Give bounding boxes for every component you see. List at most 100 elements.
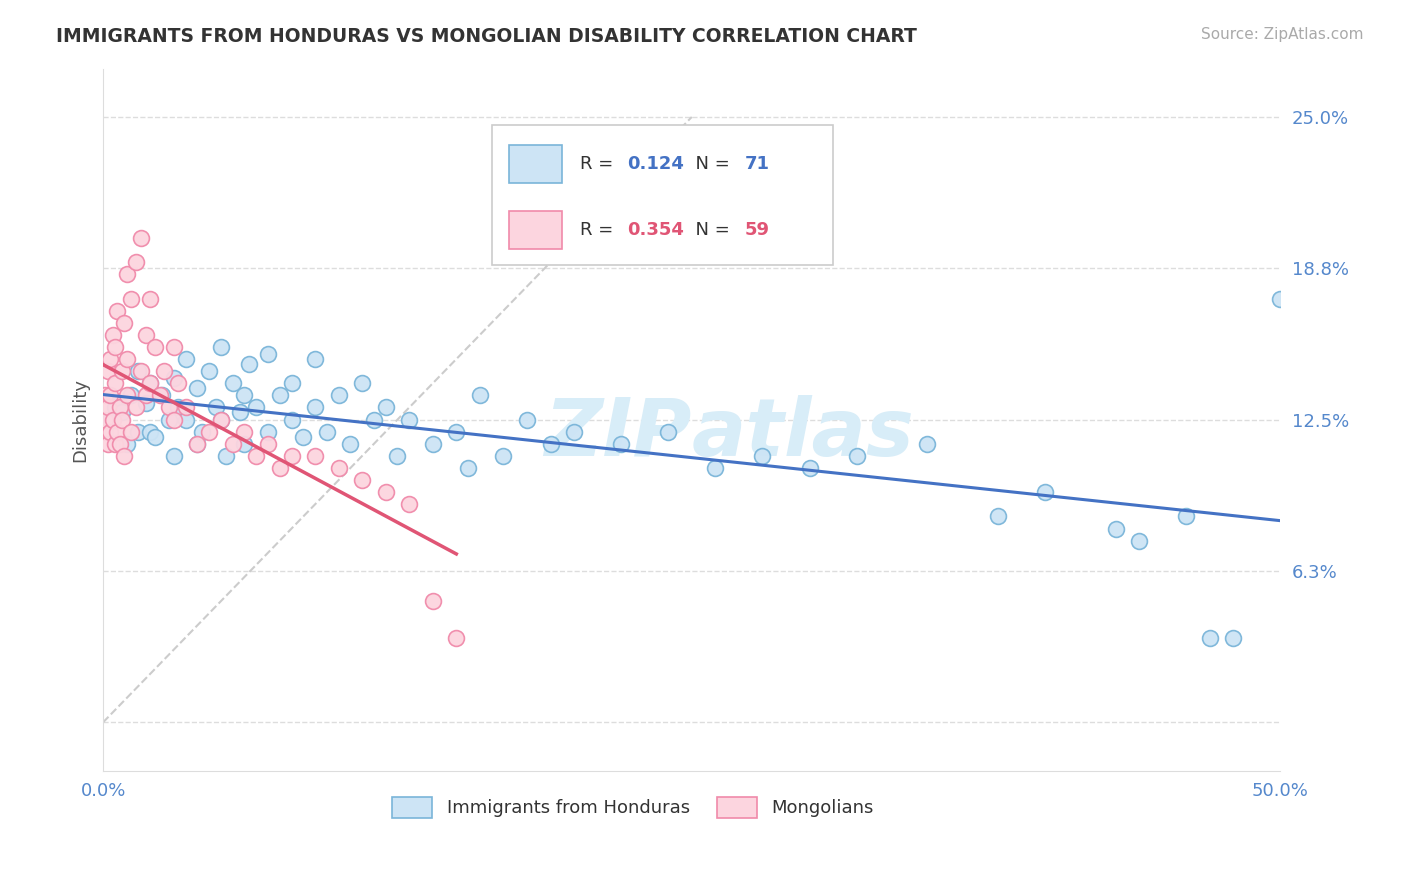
Point <box>98 352 121 367</box>
Point <box>468 388 491 402</box>
Point <box>150 388 173 402</box>
Point <box>98 412 121 426</box>
Text: R =: R = <box>579 155 619 173</box>
Point <box>352 473 374 487</box>
Point <box>221 437 243 451</box>
Point <box>94 412 117 426</box>
Text: IMMIGRANTS FROM HONDURAS VS MONGOLIAN DISABILITY CORRELATION CHART: IMMIGRANTS FROM HONDURAS VS MONGOLIAN DI… <box>56 27 917 45</box>
Point <box>134 395 156 409</box>
Point <box>257 425 280 439</box>
Point <box>98 388 121 402</box>
Legend: Immigrants from Honduras, Mongolians: Immigrants from Honduras, Mongolians <box>385 789 880 825</box>
Point <box>104 401 127 415</box>
Point <box>516 412 538 426</box>
Point <box>540 437 562 451</box>
Point <box>610 437 633 451</box>
Point <box>328 388 350 402</box>
Point <box>167 401 190 415</box>
Point <box>315 425 337 439</box>
Point <box>205 401 228 415</box>
Point <box>457 461 479 475</box>
Point <box>374 401 396 415</box>
Point <box>134 388 156 402</box>
Point <box>174 412 197 426</box>
Point <box>352 376 374 391</box>
Text: 71: 71 <box>745 155 769 173</box>
Bar <box>509 211 562 250</box>
Point <box>269 388 291 402</box>
Point <box>115 437 138 451</box>
Text: ZIP: ZIP <box>544 394 692 473</box>
Point <box>98 425 121 439</box>
Point <box>233 388 256 402</box>
Point <box>127 425 149 439</box>
Point <box>280 376 302 391</box>
Point <box>304 401 326 415</box>
Point <box>139 425 162 439</box>
Point <box>111 405 134 419</box>
Point <box>917 437 939 451</box>
Point <box>125 255 148 269</box>
Point <box>446 425 468 439</box>
Point <box>209 340 232 354</box>
Point <box>245 449 267 463</box>
Point <box>115 388 138 402</box>
Point <box>562 425 585 439</box>
Text: atlas: atlas <box>692 394 914 473</box>
Text: 0.124: 0.124 <box>627 155 683 173</box>
Point <box>198 425 221 439</box>
Point <box>115 268 138 282</box>
Point <box>112 449 135 463</box>
Point <box>186 381 208 395</box>
Point <box>198 364 221 378</box>
Point <box>139 292 162 306</box>
Point <box>328 461 350 475</box>
Point <box>125 401 148 415</box>
Point <box>108 437 131 451</box>
Y-axis label: Disability: Disability <box>72 377 89 461</box>
Point <box>1198 631 1220 645</box>
Point <box>120 292 142 306</box>
Point <box>97 437 120 451</box>
Point <box>704 461 727 475</box>
Point <box>149 388 172 402</box>
Point <box>751 449 773 463</box>
Point <box>257 347 280 361</box>
Point <box>209 412 232 426</box>
Point <box>657 425 679 439</box>
Point <box>1033 485 1056 500</box>
Point <box>134 327 156 342</box>
Point <box>127 364 149 378</box>
Point <box>108 401 131 415</box>
Bar <box>509 145 562 184</box>
Point <box>186 437 208 451</box>
Point <box>398 497 420 511</box>
Point <box>94 388 117 402</box>
Point <box>115 352 138 367</box>
Point <box>120 388 142 402</box>
Point <box>167 376 190 391</box>
Point <box>398 412 420 426</box>
Point <box>104 340 127 354</box>
Point <box>304 449 326 463</box>
Text: N =: N = <box>683 221 735 239</box>
Point <box>363 412 385 426</box>
Point <box>1104 522 1126 536</box>
Point <box>233 425 256 439</box>
Point <box>174 352 197 367</box>
Point <box>104 437 127 451</box>
Point <box>492 449 515 463</box>
Point <box>101 327 124 342</box>
Point <box>1222 631 1244 645</box>
Point <box>233 437 256 451</box>
Point <box>97 364 120 378</box>
Point <box>228 405 250 419</box>
Point <box>209 412 232 426</box>
Point <box>799 461 821 475</box>
Point <box>1175 509 1198 524</box>
Point <box>163 449 186 463</box>
Point <box>269 461 291 475</box>
Point <box>304 352 326 367</box>
Point <box>101 412 124 426</box>
Point <box>174 401 197 415</box>
